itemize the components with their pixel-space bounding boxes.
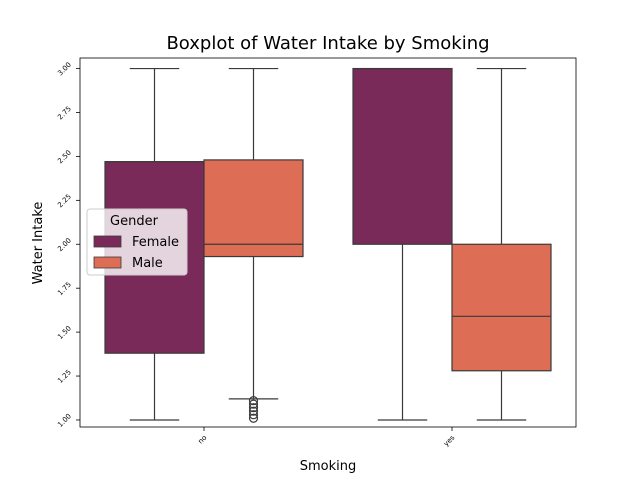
box-male-no (203, 159, 304, 258)
y-tick-label: 2.25 (56, 193, 73, 210)
outlier-point (248, 410, 259, 420)
outlier-point (248, 396, 259, 406)
box-male-yes (451, 243, 552, 372)
outlier-point (248, 399, 259, 409)
legend-entry-male: Male (132, 256, 163, 271)
y-tick-label: 1.75 (56, 280, 73, 297)
plot-area (104, 67, 552, 423)
y-tick-label: 2.00 (56, 237, 73, 254)
x-tick-label: no (197, 434, 209, 446)
box-female-yes (352, 67, 453, 245)
outlier-point (248, 413, 259, 423)
legend-entry-female: Female (132, 235, 179, 250)
x-axis-label: Smoking (300, 459, 357, 474)
legend-swatch-male (93, 256, 122, 269)
legend-swatch-female (93, 235, 122, 248)
y-axis-ticks: 1.00 1.25 1.50 1.75 2.00 2.25 2.50 2.75 3.00 (56, 61, 80, 429)
y-tick-label: 2.50 (56, 149, 73, 166)
x-axis-ticks: no yes (197, 427, 457, 448)
chart-title: Boxplot of Water Intake by Smoking (166, 33, 489, 54)
legend: Gender Female Male (86, 208, 188, 276)
x-tick-label: yes (442, 434, 456, 448)
y-axis-label: Water Intake (31, 202, 46, 285)
plot-frame (79, 57, 577, 428)
y-tick-label: 3.00 (56, 61, 73, 78)
y-tick-label: 1.25 (56, 368, 73, 385)
y-tick-label: 1.50 (56, 324, 73, 341)
legend-title: Gender (110, 214, 159, 229)
y-tick-label: 2.75 (56, 105, 73, 122)
outlier-point (248, 406, 259, 416)
y-tick-label: 1.00 (56, 412, 73, 429)
outlier-point (248, 403, 259, 413)
